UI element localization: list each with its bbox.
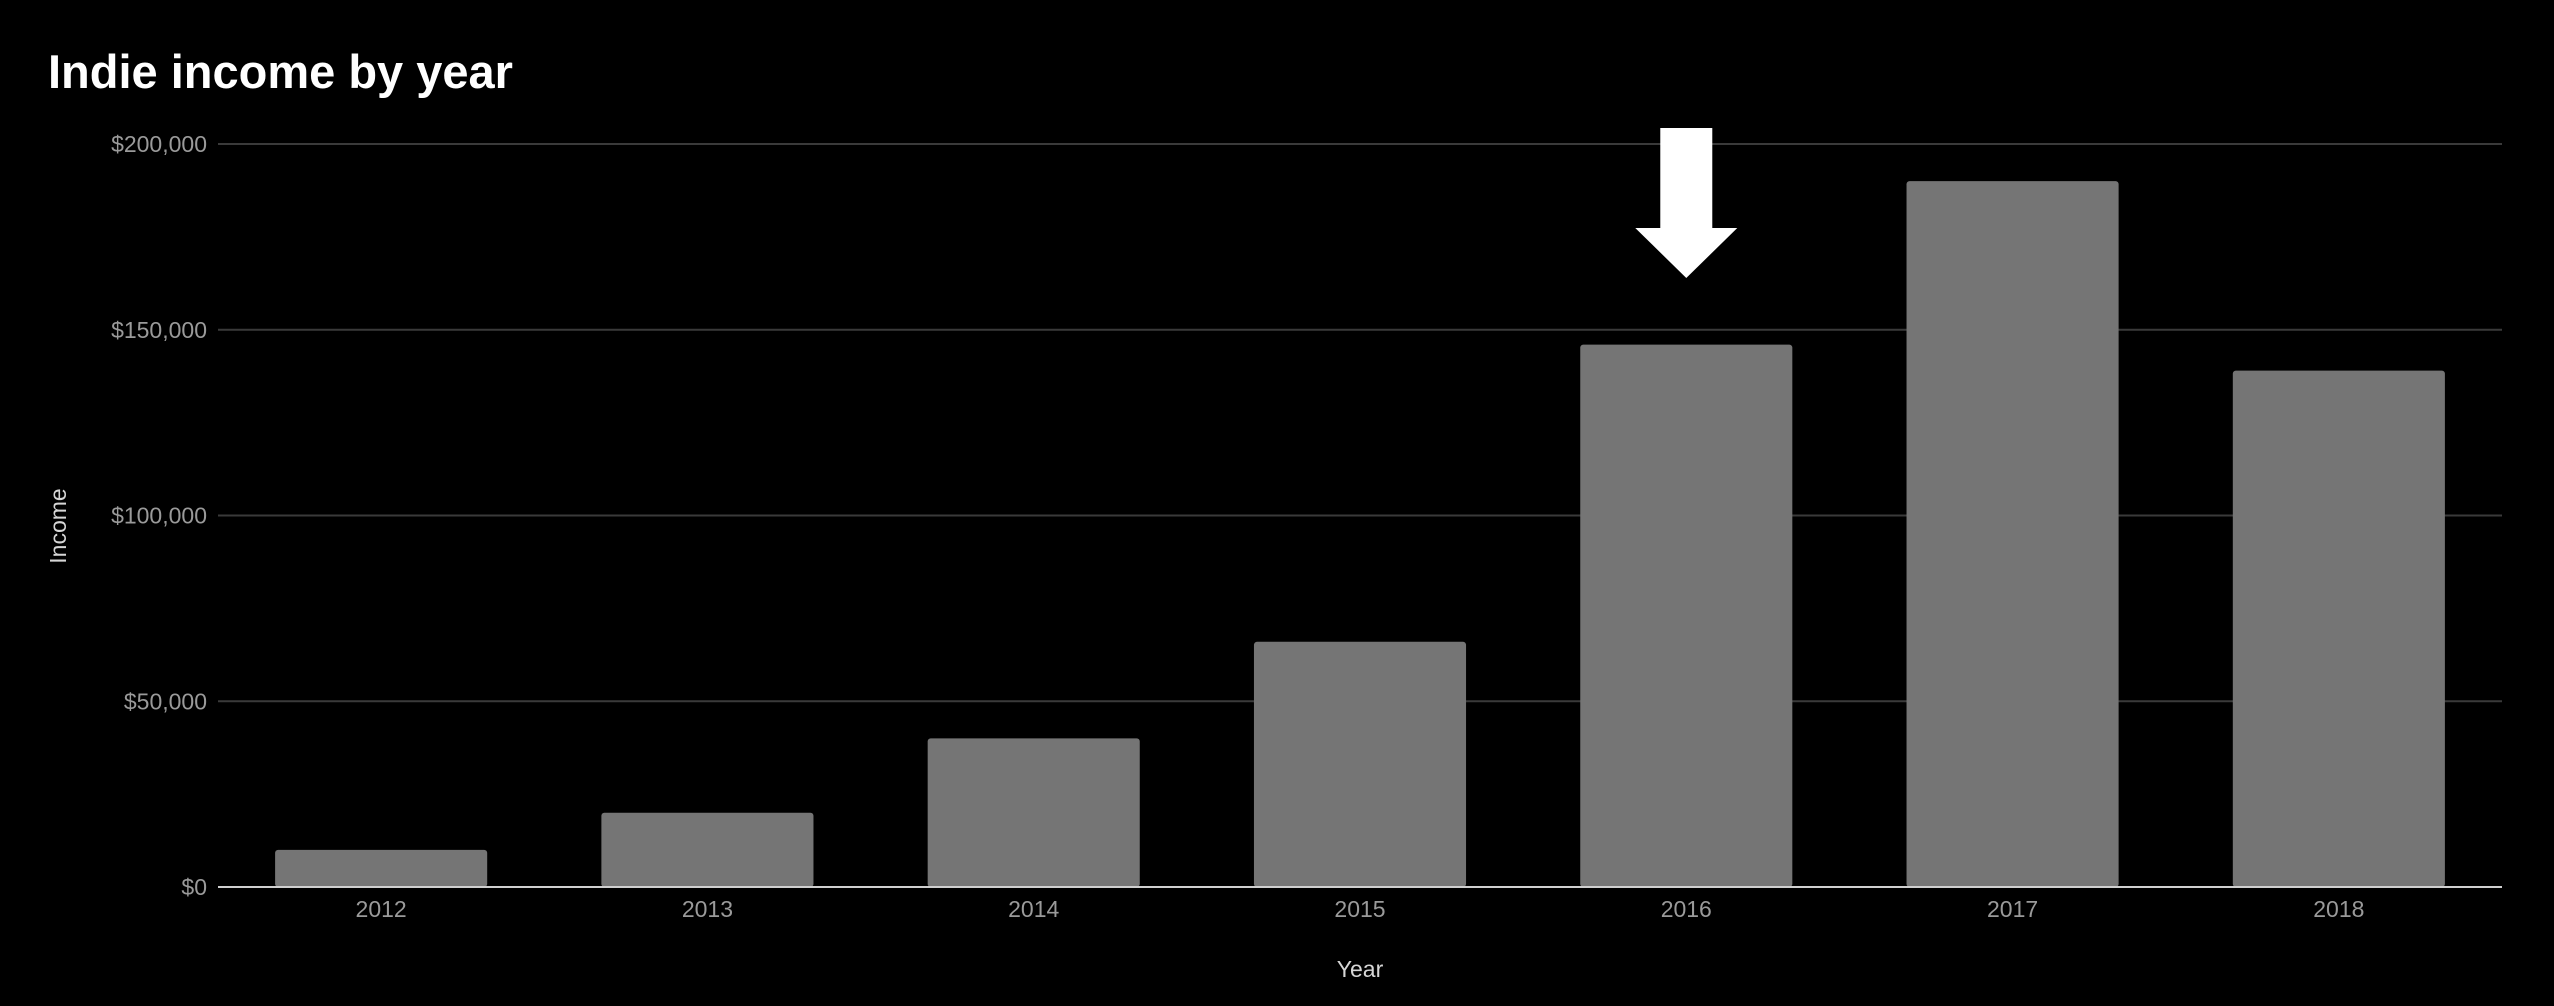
- x-tick-label: 2012: [356, 896, 407, 922]
- x-tick-label: 2018: [2313, 896, 2364, 922]
- y-tick-label: $0: [181, 874, 207, 900]
- bars: [275, 181, 2445, 887]
- x-tick-label: 2016: [1661, 896, 1712, 922]
- bar-2017: [1906, 181, 2119, 887]
- y-tick-label: $150,000: [111, 317, 207, 343]
- x-tick-label: 2017: [1987, 896, 2038, 922]
- x-axis-title: Year: [1337, 956, 1384, 982]
- bar-2018: [2232, 370, 2445, 887]
- x-tick-label: 2015: [1334, 896, 1385, 922]
- chart-title: Indie income by year: [48, 45, 513, 98]
- x-tick-label: 2014: [1008, 896, 1059, 922]
- y-axis-title: Income: [45, 488, 71, 563]
- y-tick-label: $100,000: [111, 503, 207, 529]
- down-arrow-icon: [1635, 128, 1738, 278]
- y-tick-label: $50,000: [124, 688, 207, 714]
- annotation: [1635, 128, 1738, 278]
- x-tick-label: 2013: [682, 896, 733, 922]
- bar-2012: [275, 849, 488, 887]
- bar-2014: [927, 738, 1140, 887]
- bar-2013: [601, 812, 814, 887]
- y-tick-label: $200,000: [111, 131, 207, 157]
- bar-2015: [1253, 641, 1467, 887]
- x-axis-tick-labels: 2012 2013 2014 2015 2016 2017 2018: [356, 896, 2365, 922]
- bar-2016: [1580, 344, 1793, 887]
- gridlines: [218, 143, 2502, 703]
- y-axis-tick-labels: $0 $50,000 $100,000 $150,000 $200,000: [111, 131, 207, 900]
